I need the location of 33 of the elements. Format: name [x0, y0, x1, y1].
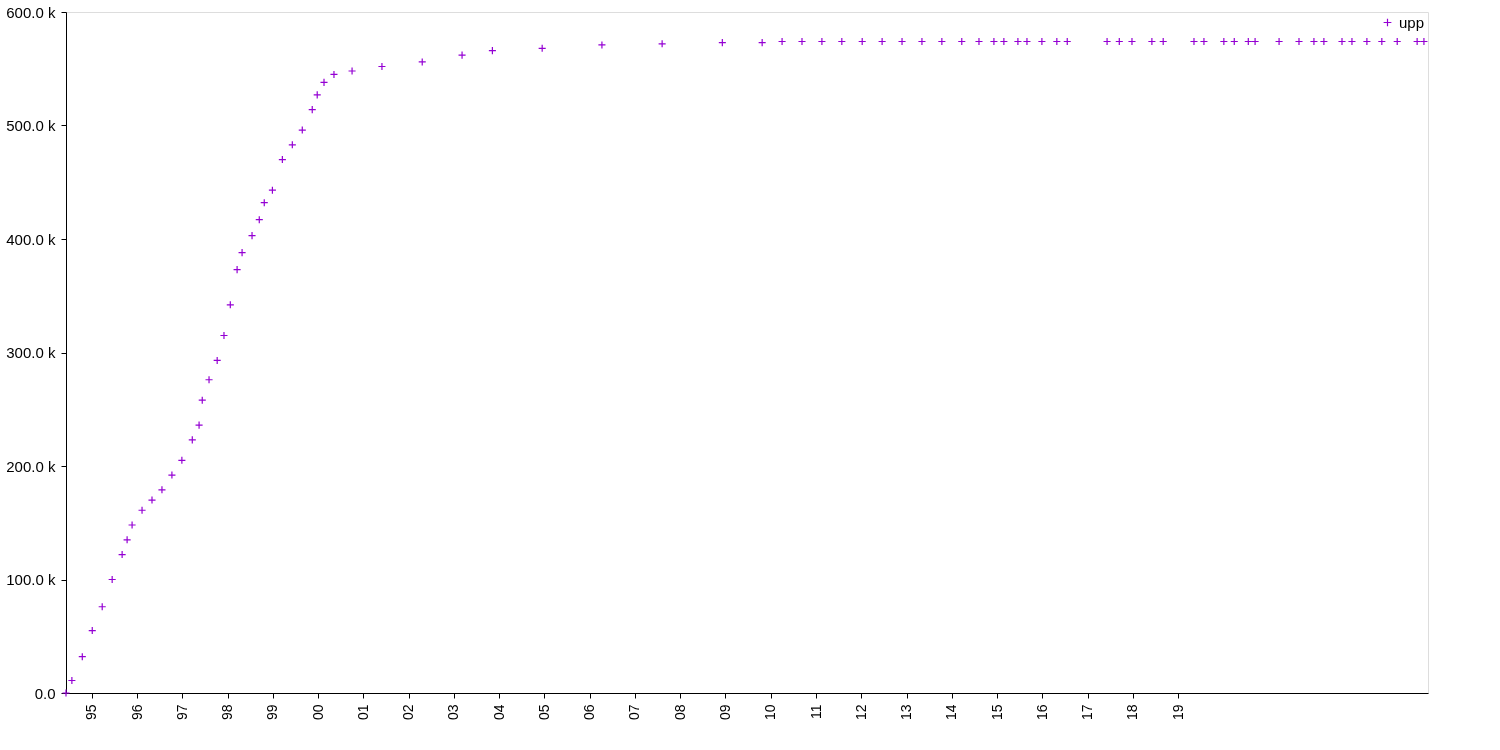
x-tick-label: 12 — [852, 704, 869, 721]
x-tick-label: 15 — [988, 704, 1005, 721]
x-tick-label: 14 — [943, 704, 960, 721]
x-tick-label: 95 — [83, 704, 100, 721]
y-tick-label: 100.0 k — [6, 571, 56, 588]
x-tick-label: 13 — [898, 704, 915, 721]
x-tick-label: 08 — [671, 704, 688, 721]
x-tick-label: 06 — [581, 704, 598, 721]
y-tick-label: 300.0 k — [6, 344, 56, 361]
x-tick-label: 05 — [535, 704, 552, 721]
x-tick-label: 18 — [1124, 704, 1141, 721]
x-tick-label: 10 — [762, 704, 779, 721]
x-tick-label: 19 — [1169, 704, 1186, 721]
x-tick-label: 07 — [626, 704, 643, 721]
x-tick-label: 16 — [1033, 704, 1050, 721]
x-tick-label: 04 — [490, 704, 507, 721]
x-tick-label: 00 — [309, 704, 326, 721]
x-tick-label: 11 — [807, 704, 824, 720]
y-tick-label: 200.0 k — [6, 457, 56, 475]
x-tick-label: 97 — [173, 704, 190, 721]
x-tick-label: 96 — [128, 704, 145, 721]
x-tick-label: 03 — [445, 704, 462, 721]
x-tick-label: 09 — [717, 704, 733, 721]
x-tick-label: 01 — [354, 704, 371, 721]
legend-label: upp — [1399, 13, 1425, 31]
y-tick-label: 600.0 k — [6, 3, 56, 21]
y-tick-label: 0.0 — [34, 684, 56, 702]
y-tick-label: 500.0 k — [6, 117, 56, 134]
x-tick-label: 98 — [219, 704, 236, 721]
x-tick-label: 17 — [1079, 704, 1096, 721]
x-tick-label: 02 — [400, 704, 417, 721]
x-tick-label: 99 — [264, 704, 281, 721]
y-tick-label: 400.0 k — [6, 230, 56, 248]
